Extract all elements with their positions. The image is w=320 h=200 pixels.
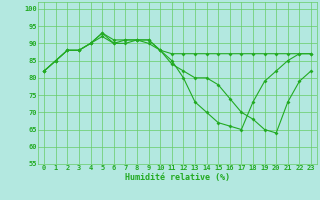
X-axis label: Humidité relative (%): Humidité relative (%) xyxy=(125,173,230,182)
